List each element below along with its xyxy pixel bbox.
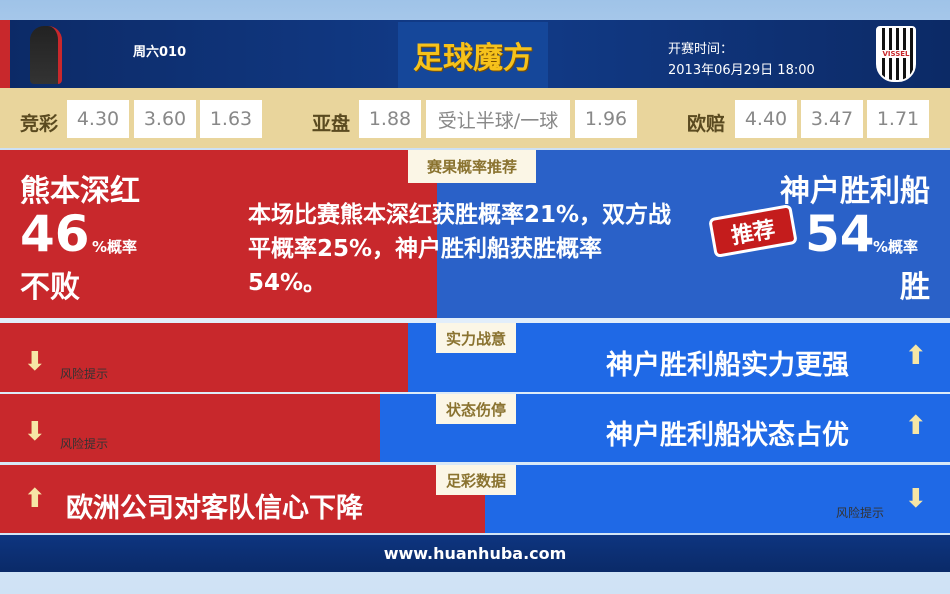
jingcai-label: 竞彩 [20, 113, 59, 135]
oupei-odd: 1.71 [867, 100, 929, 138]
row3-away [485, 465, 950, 533]
row1-home [0, 323, 408, 392]
jingcai-odd: 4.30 [67, 100, 129, 138]
row3-tag: 足彩数据 [436, 465, 516, 495]
brand-logo: 足球魔方 [398, 22, 548, 88]
arrow-up-icon: ⬆ [24, 484, 46, 514]
arrow-down-icon: ⬇ [24, 417, 46, 447]
yapan-handicap: 受让半球/一球 [426, 100, 570, 138]
arrow-down-icon: ⬇ [24, 347, 46, 377]
header-stripe [0, 20, 10, 88]
row1-message: 神户胜利船实力更强 [606, 350, 849, 381]
home-pick: 不败 [20, 270, 80, 305]
kickoff-label: 开赛时间： [668, 42, 734, 57]
row3-home [0, 465, 485, 533]
row2-message: 神户胜利船状态占优 [606, 420, 849, 451]
arrow-up-icon: ⬆ [905, 411, 927, 441]
away-pick: 胜 [900, 270, 930, 305]
oupei-label: 欧赔 [687, 113, 726, 135]
jingcai-odd: 3.60 [134, 100, 196, 138]
row3-message: 欧洲公司对客队信心下降 [66, 493, 363, 524]
away-team-name: 神户胜利船 [780, 174, 930, 209]
yapan-odd: 1.96 [575, 100, 637, 138]
risk-hint: 风险提示 [60, 437, 109, 451]
kickoff-time: 2013年06月29日 18:00 [668, 63, 815, 78]
jingcai-odd: 1.63 [200, 100, 262, 138]
risk-hint: 风险提示 [60, 367, 109, 381]
home-prob-panel [0, 150, 437, 318]
prob-summary: 本场比赛熊本深红获胜概率21%，双方战平概率25%，神户胜利船获胜概率54%。 [248, 202, 672, 296]
prob-section-tag: 赛果概率推荐 [408, 150, 536, 183]
away-team-logo: VISSEL [876, 26, 916, 82]
away-pct-unit: %概率 [873, 238, 919, 256]
home-team-logo [30, 26, 62, 84]
row2-tag: 状态伤停 [436, 394, 516, 424]
oupei-odd: 4.40 [735, 100, 797, 138]
footer-url[interactable]: www.huanhuba.com [0, 535, 950, 572]
row2-home [0, 394, 380, 462]
risk-hint: 风险提示 [836, 506, 885, 520]
arrow-up-icon: ⬆ [905, 341, 927, 371]
match-number: 周六010 [133, 45, 187, 60]
arrow-down-icon: ⬇ [905, 484, 927, 514]
oupei-odd: 3.47 [801, 100, 863, 138]
home-pct-unit: %概率 [92, 238, 138, 256]
yapan-odd: 1.88 [359, 100, 421, 138]
home-pct: 46 [20, 205, 90, 263]
row1-tag: 实力战意 [436, 323, 516, 353]
home-team-name: 熊本深红 [20, 174, 140, 209]
away-pct: 54 [805, 205, 875, 263]
yapan-label: 亚盘 [312, 113, 351, 135]
